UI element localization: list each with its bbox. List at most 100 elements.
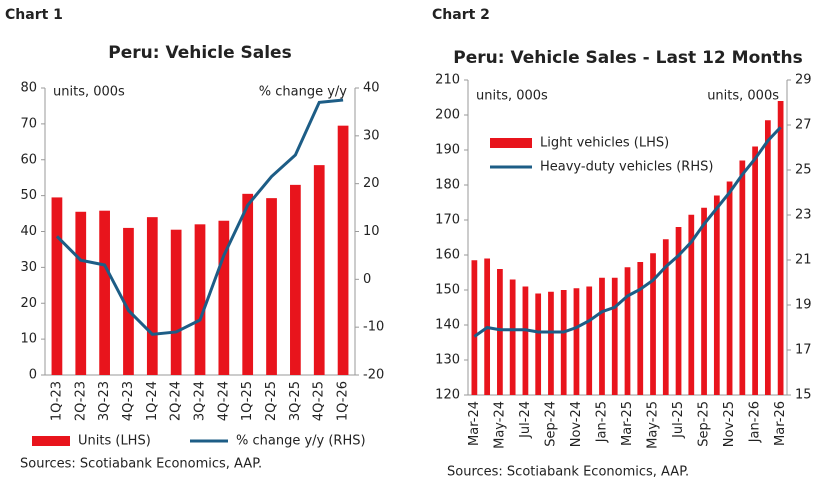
bar <box>560 290 567 395</box>
chart-label: Chart 2 <box>432 7 490 23</box>
line-series <box>55 98 344 336</box>
bar <box>194 224 206 375</box>
bar <box>650 253 656 395</box>
y-tick-label: 50 <box>20 188 37 203</box>
bar <box>51 197 63 375</box>
bar <box>764 120 771 395</box>
y-tick-label: 40 <box>20 224 37 239</box>
y2-tick-label: 0 <box>363 272 371 287</box>
x-tick-label: Sep-25 <box>697 401 712 447</box>
bar <box>290 184 301 375</box>
y-tick-label: 10 <box>20 332 37 347</box>
x-tick-label: Jul-25 <box>671 401 686 439</box>
x-tick-label: 3Q-24 <box>193 381 208 421</box>
legend-label: Light vehicles (LHS) <box>540 136 669 151</box>
y-tick-label: 160 <box>435 248 460 263</box>
bar <box>701 207 707 395</box>
bar <box>509 279 516 395</box>
bar <box>75 211 87 375</box>
y-tick-label: 20 <box>20 296 37 311</box>
y2-tick-label: 20 <box>363 176 380 191</box>
y2-tick-label: 29 <box>795 73 812 88</box>
x-tick-label: 2Q-25 <box>264 381 279 421</box>
bar <box>146 217 158 375</box>
bar <box>688 214 695 395</box>
bar <box>471 260 478 395</box>
bar <box>522 286 529 395</box>
x-tick-label: Mar-25 <box>620 401 635 446</box>
bar <box>637 262 644 395</box>
y2-tick-label: -20 <box>363 368 384 383</box>
x-tick-label: 3Q-25 <box>288 381 303 421</box>
y2-tick-label: 30 <box>363 128 380 143</box>
x-tick-label: 2Q-23 <box>73 381 88 421</box>
x-tick-label: Mar-24 <box>467 401 482 446</box>
legend-label: % change y/y (RHS) <box>236 434 366 449</box>
x-tick-label: 3Q-23 <box>97 381 112 421</box>
y2-tick-label: 21 <box>795 253 812 268</box>
y2-tick-label: -10 <box>363 320 384 335</box>
annotation: units, 000s <box>476 89 548 104</box>
legend-swatch <box>32 436 70 446</box>
sources: Sources: Scotiabank Economics, AAP. <box>20 457 262 472</box>
bar <box>170 229 182 375</box>
y-tick-label: 180 <box>435 178 460 193</box>
y-tick-label: 150 <box>435 283 460 298</box>
bar <box>535 293 542 395</box>
x-tick-label: 1Q-23 <box>49 381 64 421</box>
bar <box>739 160 746 395</box>
chart-title: Peru: Vehicle Sales - Last 12 Months <box>453 48 802 68</box>
y2-tick-label: 25 <box>795 163 812 178</box>
x-tick-label: 4Q-25 <box>312 381 327 421</box>
y-tick-label: 120 <box>435 388 460 403</box>
x-tick-label: May-25 <box>646 401 661 449</box>
bar <box>548 291 554 395</box>
bar <box>313 165 325 375</box>
legend-label: Units (LHS) <box>78 434 151 449</box>
x-tick-label: Nov-25 <box>722 401 737 447</box>
bar <box>573 288 580 395</box>
bar <box>218 220 230 375</box>
y-tick-label: 190 <box>435 143 460 158</box>
annotation: units, 000s <box>707 89 779 104</box>
y2-tick-label: 40 <box>363 81 380 96</box>
y2-tick-label: 15 <box>795 388 812 403</box>
y-tick-label: 130 <box>435 353 460 368</box>
bar <box>599 277 605 395</box>
y-tick-label: 140 <box>435 318 460 333</box>
y2-tick-label: 17 <box>795 343 812 358</box>
bar <box>337 125 349 375</box>
y-tick-label: 80 <box>20 81 37 96</box>
bar <box>662 239 669 395</box>
bar <box>777 101 784 395</box>
legend-swatch <box>490 138 532 148</box>
y-tick-label: 210 <box>435 73 460 88</box>
bar <box>99 210 110 375</box>
x-tick-label: May-24 <box>492 401 507 449</box>
bar <box>726 181 733 395</box>
y-tick-label: 30 <box>20 260 37 275</box>
x-tick-label: 1Q-26 <box>336 381 351 421</box>
x-tick-label: 1Q-24 <box>145 381 160 421</box>
bar <box>266 198 277 375</box>
x-tick-label: Nov-24 <box>569 401 584 447</box>
bar <box>123 227 134 375</box>
bar <box>242 193 254 375</box>
y2-tick-label: 27 <box>795 118 812 133</box>
y2-tick-label: 23 <box>795 208 812 223</box>
bar <box>624 267 631 395</box>
bar <box>752 146 758 395</box>
chart-label: Chart 1 <box>5 7 63 23</box>
x-tick-label: Sep-24 <box>543 401 558 447</box>
chart-title: Peru: Vehicle Sales <box>108 43 291 63</box>
x-tick-label: Jul-24 <box>518 401 533 439</box>
x-tick-label: Mar-26 <box>773 401 788 446</box>
bar <box>675 227 682 395</box>
x-tick-label: 4Q-24 <box>216 381 231 421</box>
x-tick-label: 2Q-24 <box>169 381 184 421</box>
y-tick-label: 200 <box>435 108 460 123</box>
x-tick-label: Jan-26 <box>748 401 763 443</box>
y-tick-label: 170 <box>435 213 460 228</box>
legend-label: Heavy-duty vehicles (RHS) <box>540 160 713 175</box>
